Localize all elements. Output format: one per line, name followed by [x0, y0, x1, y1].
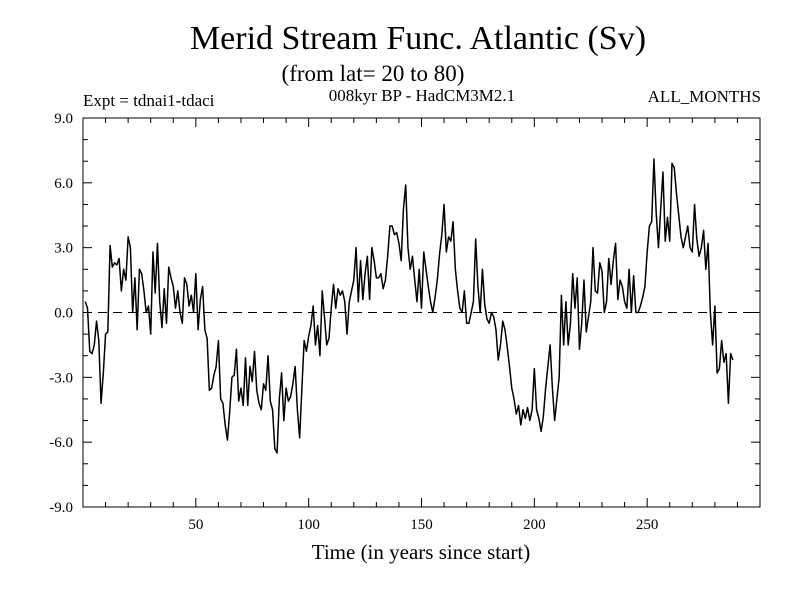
x-axis-label: Time (in years since start): [312, 540, 531, 564]
series-line: [84, 158, 734, 454]
x-tick-label: 100: [297, 517, 320, 533]
y-tick-label: -3.0: [49, 370, 73, 386]
y-tick-label: -6.0: [49, 435, 73, 451]
x-axis: 50 100 150 200 250: [105, 118, 738, 533]
x-tick-label: 250: [636, 517, 659, 533]
chart-subtitle: (from lat= 20 to 80): [282, 61, 465, 86]
plot-area: 50 100 150 200 250 -9.0 -6.0 -3.0 0.0 3.0 6.0 9.0: [49, 111, 761, 533]
y-tick-label: 6.0: [54, 176, 73, 192]
model-label: 008kyr BP - HadCM3M2.1: [329, 86, 515, 105]
y-axis: -9.0 -6.0 -3.0 0.0 3.0 6.0 9.0: [49, 111, 760, 516]
y-tick-label: -9.0: [49, 500, 73, 516]
y-tick-label: 9.0: [54, 111, 73, 127]
x-tick-label: 150: [410, 517, 433, 533]
x-tick-label: 200: [523, 517, 546, 533]
y-tick-label: 0.0: [54, 306, 73, 322]
months-label: ALL_MONTHS: [648, 87, 761, 106]
x-tick-label: 50: [188, 517, 203, 533]
experiment-label: Expt = tdnai1-tdaci: [83, 91, 215, 110]
y-tick-label: 3.0: [54, 241, 73, 257]
chart-header: Merid Stream Func. Atlantic (Sv) (from l…: [83, 20, 761, 110]
chart-title: Merid Stream Func. Atlantic (Sv): [190, 20, 646, 57]
